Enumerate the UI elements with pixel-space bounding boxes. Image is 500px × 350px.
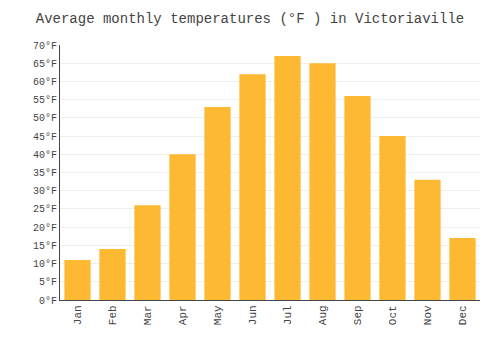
svg-text:60°F: 60°F [33, 77, 57, 88]
svg-text:Jul: Jul [282, 305, 294, 325]
svg-text:Oct: Oct [387, 305, 399, 325]
svg-text:Feb: Feb [107, 305, 119, 325]
svg-text:55°F: 55°F [33, 95, 57, 106]
svg-text:70°F: 70°F [33, 41, 57, 52]
svg-text:45°F: 45°F [33, 132, 57, 143]
svg-text:20°F: 20°F [33, 223, 57, 234]
svg-text:30°F: 30°F [33, 186, 57, 197]
svg-text:5°F: 5°F [39, 277, 57, 288]
svg-text:25°F: 25°F [33, 204, 57, 215]
svg-text:40°F: 40°F [33, 150, 57, 161]
svg-text:Dec: Dec [457, 305, 469, 325]
svg-text:Average monthly temperatures (: Average monthly temperatures (°F ) in Vi… [36, 11, 464, 27]
svg-text:Jun: Jun [247, 305, 259, 325]
svg-text:Nov: Nov [422, 305, 434, 325]
svg-text:15°F: 15°F [33, 241, 57, 252]
svg-text:Apr: Apr [177, 305, 189, 325]
svg-text:Mar: Mar [142, 305, 154, 325]
svg-text:50°F: 50°F [33, 113, 57, 124]
svg-text:Aug: Aug [317, 305, 329, 325]
svg-text:Sep: Sep [352, 305, 364, 325]
svg-text:10°F: 10°F [33, 259, 57, 270]
svg-text:Jan: Jan [72, 305, 84, 325]
svg-text:35°F: 35°F [33, 168, 57, 179]
svg-text:May: May [212, 305, 224, 325]
svg-text:65°F: 65°F [33, 59, 57, 70]
svg-text:0°F: 0°F [39, 296, 57, 307]
